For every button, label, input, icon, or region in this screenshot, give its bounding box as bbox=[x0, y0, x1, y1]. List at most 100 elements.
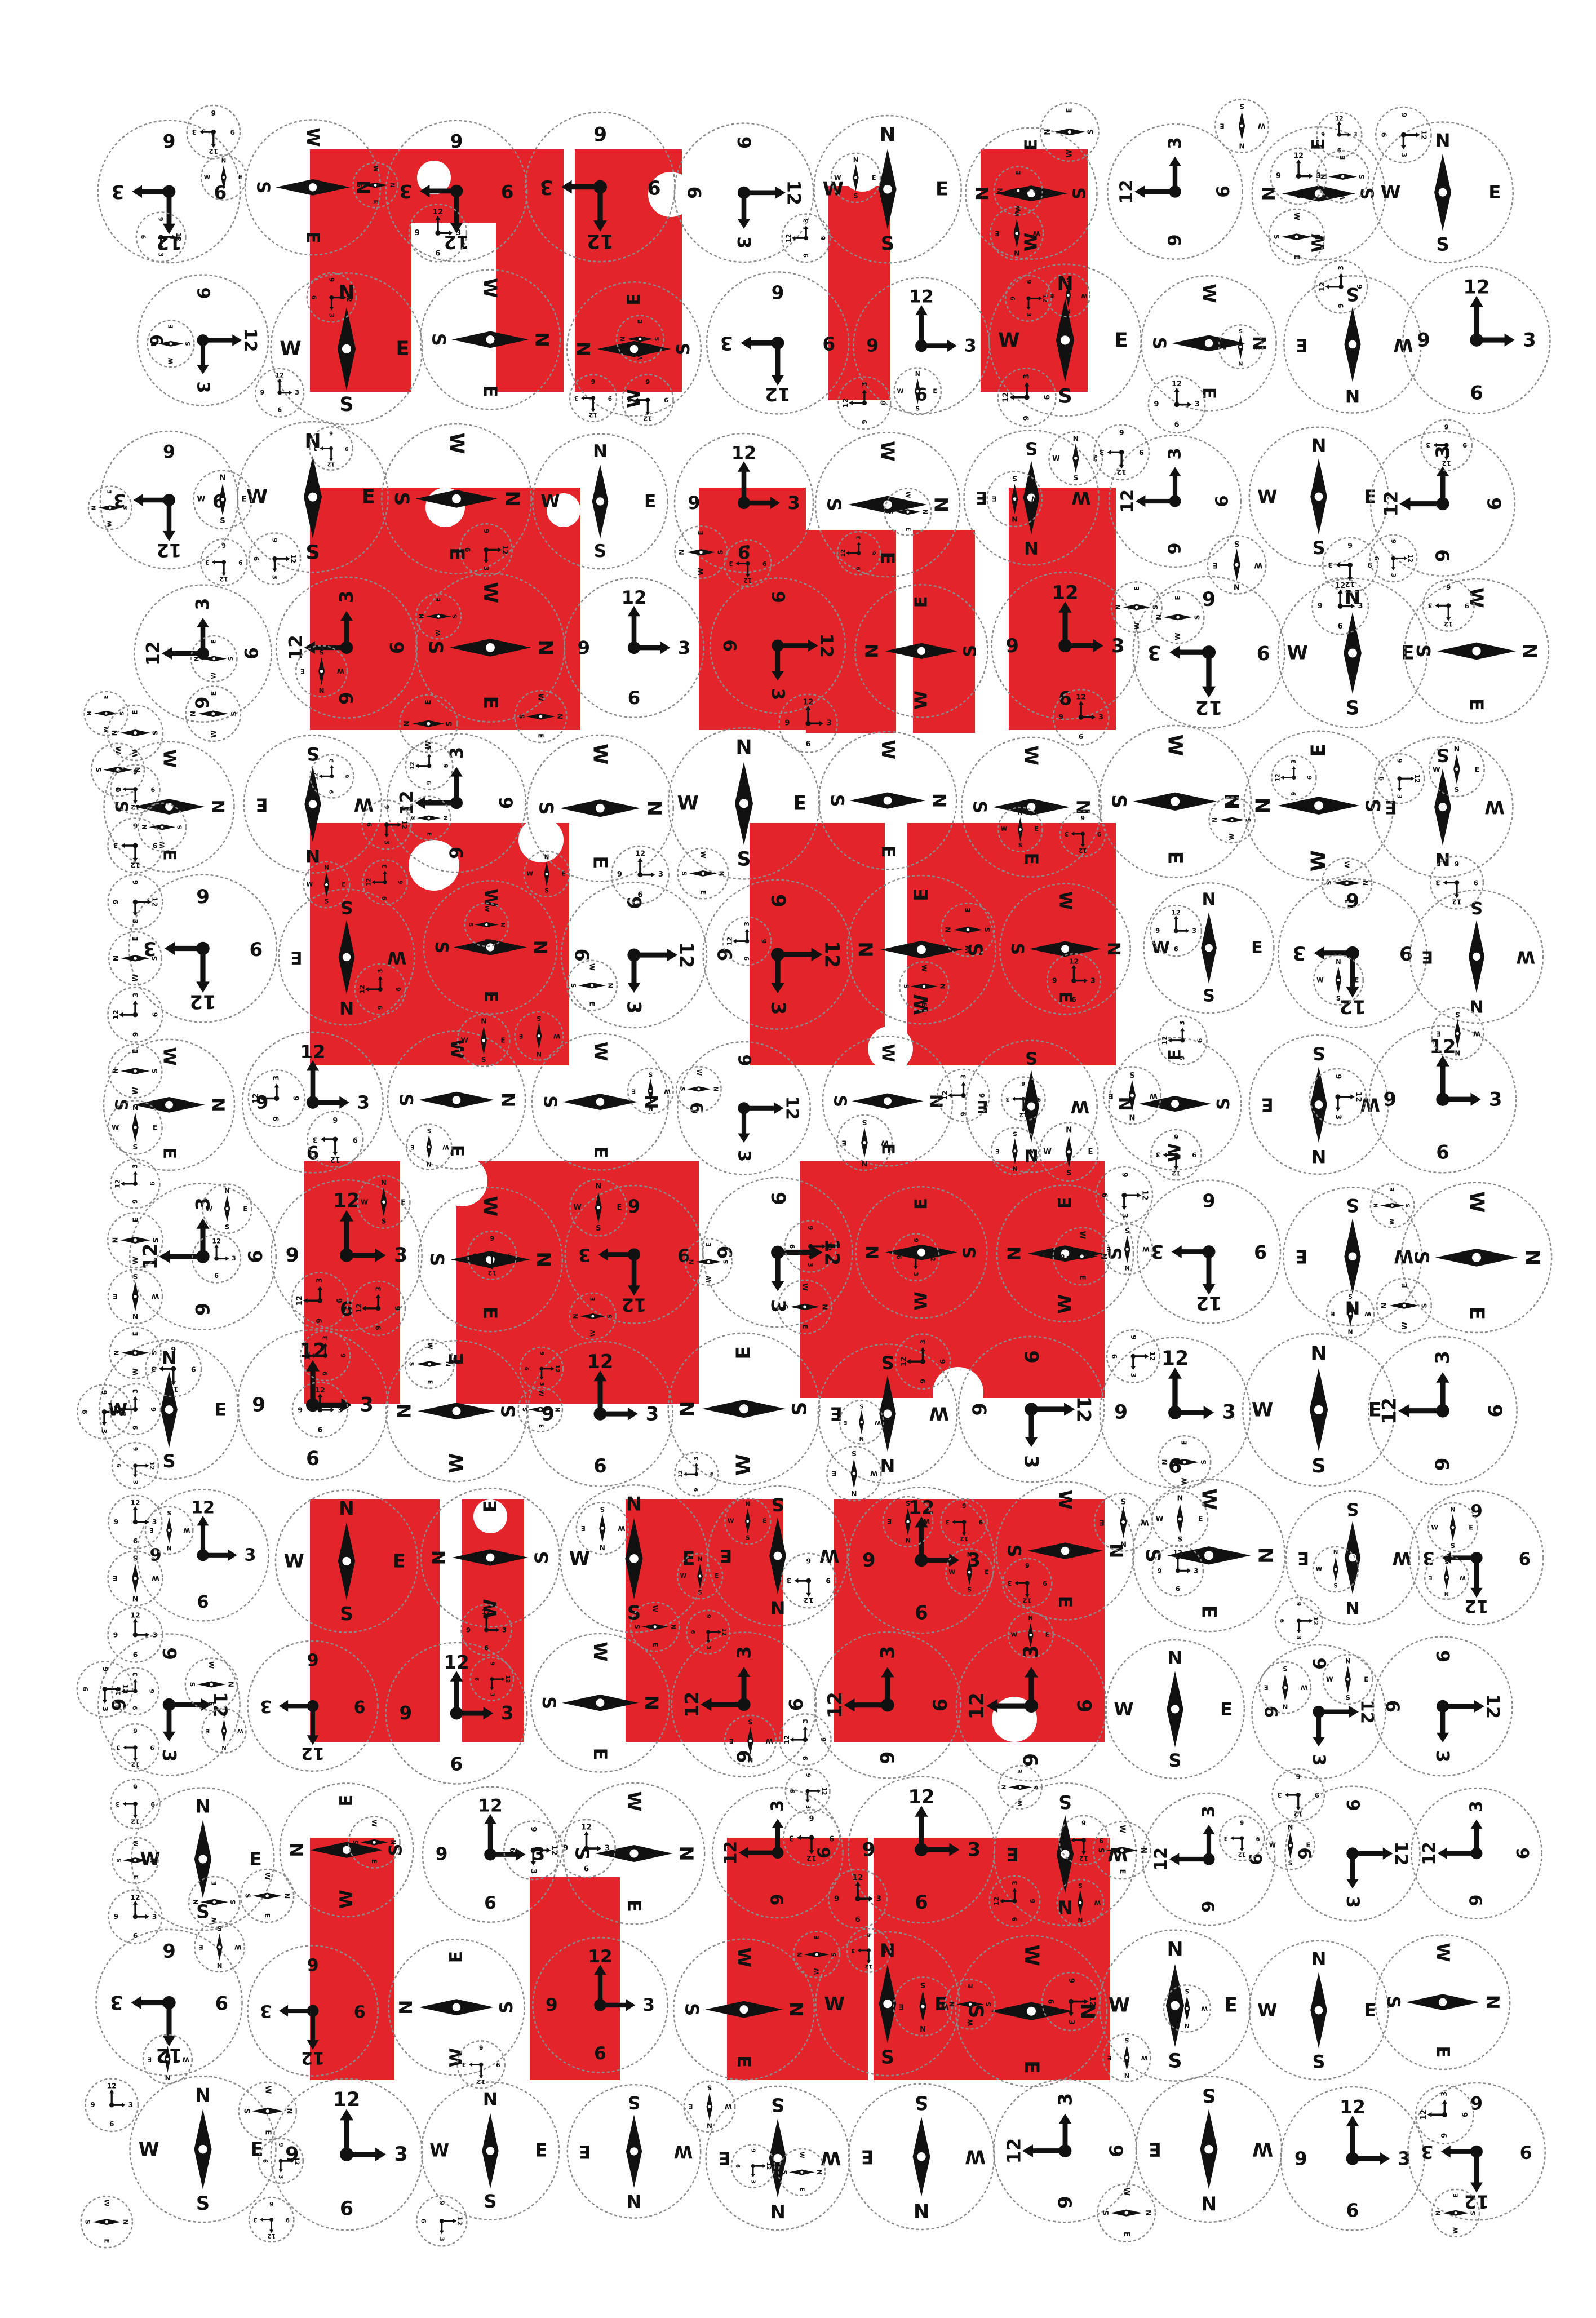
dial-label: 12 bbox=[1172, 380, 1182, 388]
dial-label: 3 bbox=[1021, 1455, 1043, 1468]
dial-label: 3 bbox=[733, 236, 755, 249]
red-glyph-block bbox=[496, 149, 564, 392]
dial-label: 3 bbox=[232, 1255, 236, 1262]
dial-label: 12 bbox=[327, 461, 335, 467]
dial-label: 9 bbox=[192, 1303, 214, 1316]
dial-label: 6 bbox=[1514, 1847, 1533, 1859]
dial-label: E bbox=[720, 1545, 732, 1567]
dial-label: 12 bbox=[130, 1894, 140, 1901]
dial-label: E bbox=[424, 700, 433, 705]
dial-label: S bbox=[1214, 1098, 1234, 1110]
dial-label: N bbox=[678, 550, 686, 555]
dial-label: 9 bbox=[1315, 1791, 1319, 1799]
dial-label: 3 bbox=[1333, 1114, 1342, 1120]
dial-label: 6 bbox=[133, 1537, 138, 1545]
dial-label: 3 bbox=[801, 1719, 809, 1723]
dial-label: 9 bbox=[1399, 942, 1413, 965]
dial-label: 9 bbox=[316, 1319, 324, 1324]
dial-label: 9 bbox=[1321, 131, 1325, 138]
dial-label: W bbox=[263, 1873, 271, 1881]
dial-label: W bbox=[636, 353, 644, 360]
dial-label: S bbox=[1129, 1070, 1135, 1078]
dial-label: N bbox=[195, 2084, 211, 2106]
dial-label: W bbox=[813, 1968, 821, 1975]
dial-label: E bbox=[211, 640, 218, 644]
dial-label: N bbox=[1167, 1939, 1183, 1961]
dial-label: N bbox=[149, 1858, 156, 1863]
dial-label: 9 bbox=[132, 1706, 139, 1710]
dial-label: W bbox=[481, 888, 500, 908]
dial-label: W bbox=[446, 2048, 467, 2068]
dial-label: 12 bbox=[157, 539, 181, 560]
dial-label: N bbox=[627, 2191, 641, 2211]
dial-label: 6 bbox=[809, 1813, 814, 1822]
dial-label: 9 bbox=[1318, 602, 1323, 611]
dial-label: 6 bbox=[915, 1891, 928, 1913]
dial-label: W bbox=[1052, 454, 1060, 462]
dial-label: 9 bbox=[298, 1405, 303, 1414]
dial-label: 9 bbox=[150, 786, 155, 793]
dial-label: N bbox=[167, 1544, 172, 1551]
dial-label: W bbox=[1229, 833, 1235, 840]
dial-label: 6 bbox=[1455, 860, 1459, 868]
dial-label: S bbox=[152, 1237, 160, 1242]
dial-label: 6 bbox=[1470, 382, 1483, 404]
dial-label: 3 bbox=[1426, 441, 1430, 449]
dial-label: 6 bbox=[1296, 1772, 1301, 1780]
dial-label: W bbox=[623, 1791, 645, 1811]
dial-label: 9 bbox=[1384, 1089, 1397, 1111]
dial-label: S bbox=[229, 1900, 237, 1904]
dial-label: 3 bbox=[964, 335, 977, 356]
dial-label: N bbox=[648, 1104, 653, 1111]
dial-label: E bbox=[995, 1147, 999, 1154]
dial-label: S bbox=[1168, 2050, 1182, 2073]
dial-label: 6 bbox=[1196, 1038, 1204, 1043]
dial-label: E bbox=[159, 1147, 179, 1159]
dial-label: 9 bbox=[466, 1626, 471, 1634]
dial-label: 3 bbox=[1295, 1635, 1302, 1640]
dial-label: 9 bbox=[193, 287, 213, 299]
red-glyph-block bbox=[828, 186, 890, 400]
dial-label: 3 bbox=[192, 128, 197, 136]
dial-label: E bbox=[1106, 1245, 1111, 1253]
dial-label: 3 bbox=[678, 637, 690, 658]
dial-label: W bbox=[131, 1257, 140, 1264]
dial-label: 3 bbox=[152, 1913, 157, 1921]
dial-label: 3 bbox=[1222, 1401, 1236, 1424]
dial-label: 6 bbox=[1470, 1499, 1482, 1520]
dial-label: S bbox=[1358, 174, 1366, 179]
dial-label: 12 bbox=[220, 575, 228, 582]
dial-label: 12 bbox=[107, 2082, 117, 2090]
dial-label: E bbox=[695, 1104, 702, 1108]
dial-label: N bbox=[1260, 187, 1280, 201]
dial-label: 3 bbox=[1337, 266, 1345, 270]
dial-label: 3 bbox=[1435, 879, 1440, 887]
dial-label: W bbox=[1011, 1631, 1018, 1638]
dial-label: 6 bbox=[1436, 1141, 1449, 1163]
dial-label: 3 bbox=[1309, 1754, 1329, 1766]
dial-label: W bbox=[910, 994, 933, 1015]
dial-label: 3 bbox=[861, 382, 868, 386]
